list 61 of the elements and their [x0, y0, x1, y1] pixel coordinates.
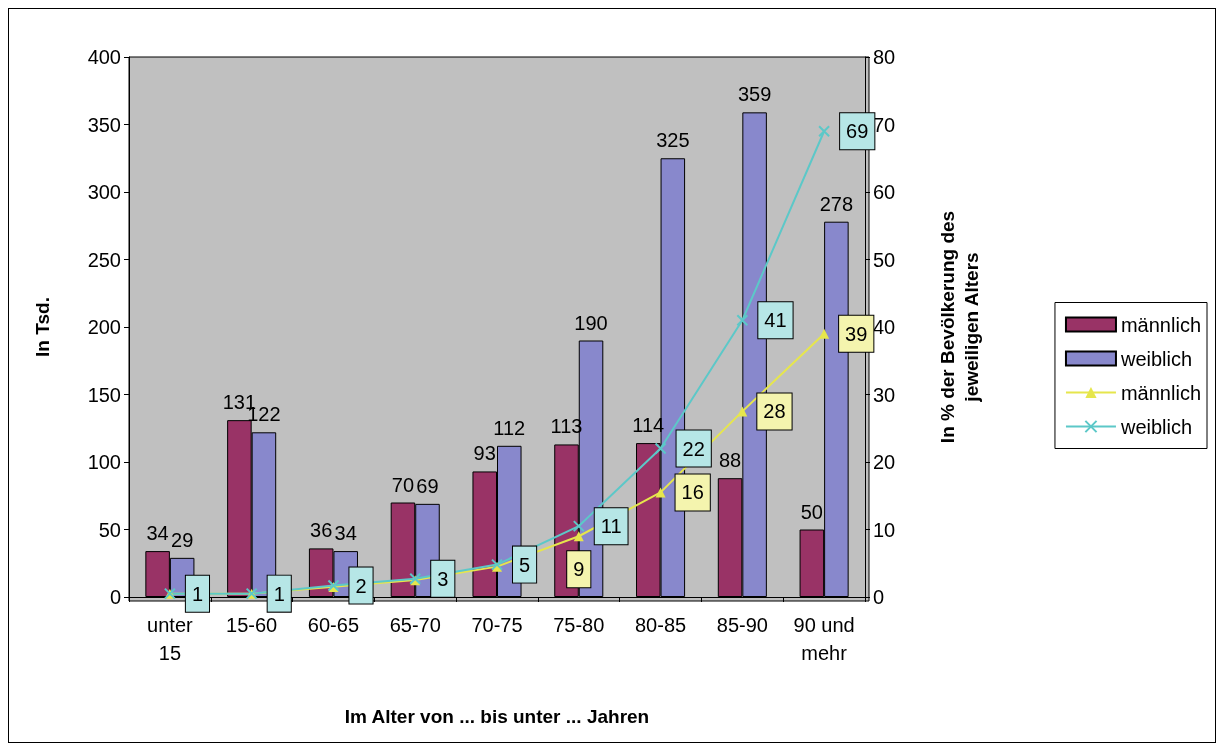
- y2-tick-label: 30: [873, 383, 896, 406]
- data-label: 36: [310, 519, 333, 542]
- data-label: 11: [600, 515, 622, 538]
- data-label: 88: [718, 449, 742, 472]
- data-label: 34: [146, 522, 169, 545]
- data-label: 69: [846, 120, 869, 143]
- y-tick-label: 400: [87, 46, 121, 68]
- x-tick-label: 80-85: [634, 614, 687, 636]
- data-label: 2: [355, 574, 367, 597]
- x-tick-label: 70-75: [471, 614, 523, 636]
- y2-axis-title: In % der Bevölkerung des jeweiligen Alters: [936, 210, 982, 444]
- data-label: 28: [763, 400, 786, 423]
- data-label: 69: [416, 474, 439, 497]
- legend-label: weiblich: [1119, 347, 1193, 370]
- legend-label: männlich: [1120, 381, 1202, 404]
- data-label: 29: [171, 528, 194, 551]
- data-label: 359: [737, 83, 772, 106]
- y2-tick-label: 0: [873, 586, 885, 608]
- legend-label: weiblich: [1119, 415, 1193, 438]
- y-tick-label: 350: [87, 113, 121, 136]
- x-tick-label: 85-90: [716, 614, 768, 636]
- data-label: 3: [437, 567, 449, 590]
- y2-tick-label: 80: [873, 46, 896, 68]
- y-tick-label: 0: [109, 586, 121, 608]
- x-axis-title: Im Alter von ... bis unter ... Jahren: [344, 706, 650, 727]
- y-tick-label: 200: [87, 316, 121, 338]
- data-label: 1: [191, 582, 204, 605]
- data-label: 5: [519, 553, 531, 576]
- data-label: 112: [493, 416, 526, 439]
- data-label: 93: [473, 442, 496, 465]
- x-tick-label: 60-65: [307, 614, 360, 636]
- y2-tick-label: 70: [873, 113, 896, 136]
- data-label: 1: [273, 582, 285, 605]
- y-tick-label: 100: [87, 451, 121, 473]
- y-tick-label: 250: [87, 248, 121, 271]
- x-tick-label: 65-70: [389, 614, 441, 636]
- y2-tick-label: 60: [873, 181, 896, 203]
- data-label: 34: [334, 522, 357, 545]
- y-tick-label: 150: [87, 383, 121, 406]
- y2-tick-label: 50: [873, 248, 896, 271]
- data-label: 39: [845, 322, 868, 345]
- y2-tick-label: 20: [873, 451, 896, 473]
- data-label: 70: [391, 473, 415, 496]
- y2-tick-label: 40: [873, 316, 896, 338]
- data-label: 278: [819, 192, 854, 215]
- data-label: 325: [656, 129, 690, 152]
- y-tick-label: 300: [87, 181, 121, 203]
- data-label: 50: [800, 500, 823, 523]
- x-tick-label: 15-60: [226, 614, 278, 636]
- y2-tick-label: 10: [873, 518, 896, 541]
- legend-label: männlich: [1120, 313, 1202, 336]
- y-axis-title: In Tsd.: [31, 297, 53, 357]
- data-label: 41: [764, 309, 787, 332]
- data-label: 9: [573, 558, 585, 581]
- x-tick-label: unter 15: [147, 614, 194, 664]
- data-label: 190: [574, 311, 608, 334]
- y-tick-label: 50: [98, 518, 121, 541]
- x-tick-label: 90 und mehr: [793, 614, 855, 664]
- x-tick-label: 75-80: [553, 614, 605, 636]
- data-label: 16: [681, 481, 704, 504]
- data-label: 22: [682, 437, 705, 460]
